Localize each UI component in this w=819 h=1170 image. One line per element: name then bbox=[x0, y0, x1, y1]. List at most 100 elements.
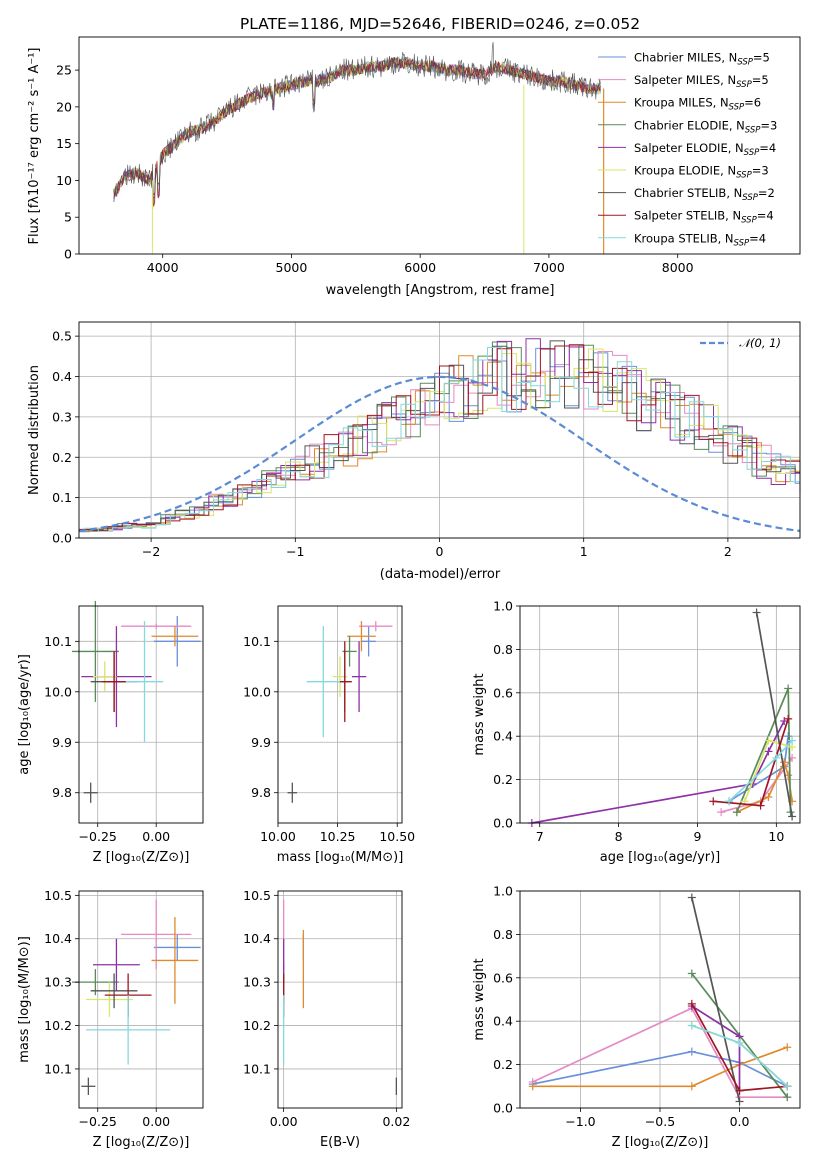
y-tick-label: 0.2 bbox=[493, 1057, 513, 1072]
normal-legend-label: 𝒩(0, 1) bbox=[739, 336, 781, 350]
panel-frame bbox=[78, 605, 204, 824]
panel-y-ticks: 0.0 0.2 0.4 0.6 0.8 1.0 bbox=[493, 599, 520, 831]
x-tick-label: 0 bbox=[436, 544, 444, 559]
y-tick-label: 15 bbox=[56, 136, 72, 151]
y-tick-label: 0.5 bbox=[52, 329, 72, 344]
x-tick-label: 5000 bbox=[276, 260, 308, 275]
spectrum-x-ticks: 4000 5000 6000 7000 8000 bbox=[147, 254, 694, 275]
x-tick-label: 0.00 bbox=[142, 1114, 170, 1129]
normal-distribution-curve bbox=[78, 375, 801, 532]
panel-x-label: Z [log₁₀(Z/Z⊙)] bbox=[93, 850, 190, 865]
panel-x-ticks: −0.25 0.00 bbox=[79, 823, 170, 844]
y-tick-label: 1.0 bbox=[493, 599, 513, 614]
weight-line-salpeter-elodie bbox=[531, 720, 785, 824]
y-tick-label: 20 bbox=[56, 99, 72, 114]
y-tick-label: 9.9 bbox=[251, 735, 271, 750]
legend-label-chabrier-miles: Chabrier MILES, NSSP=5 bbox=[634, 51, 770, 68]
y-tick-label: 10.1 bbox=[243, 634, 271, 649]
legend-label-salpeter-elodie: Salpeter ELODIE, NSSP=4 bbox=[634, 141, 776, 158]
panel-x-label: age [log₁₀(age/yr)] bbox=[600, 850, 721, 865]
mass-vs-ebv-panel: 0.00 0.02 10.1 10.2 10.3 10.4 10.5 E(B-V) bbox=[243, 888, 410, 1150]
y-tick-label: 10.1 bbox=[44, 634, 72, 649]
panel-y-label: mass weight bbox=[472, 673, 487, 755]
y-tick-label: 10.3 bbox=[243, 975, 271, 990]
weight-line-chabrier-stelib bbox=[755, 612, 793, 817]
panel-y-label: mass [log₁₀(M/M⊙)] bbox=[17, 936, 32, 1063]
x-tick-label: 9 bbox=[693, 829, 701, 844]
y-tick-label: 0.4 bbox=[493, 1014, 513, 1029]
panel-x-label: E(B-V) bbox=[320, 1135, 360, 1150]
x-tick-label: 1 bbox=[580, 544, 588, 559]
panel-x-ticks: 7 8 9 10 bbox=[536, 823, 784, 844]
x-tick-label: 2 bbox=[724, 544, 732, 559]
legend-label-salpeter-miles: Salpeter MILES, NSSP=5 bbox=[634, 73, 769, 90]
y-tick-label: 0.0 bbox=[52, 531, 72, 546]
y-tick-label: 25 bbox=[56, 63, 72, 78]
mass-vs-metallicity-panel: −0.25 0.00 10.1 10.2 10.3 10.4 10.5 Z [log₁₀(Z/… bbox=[17, 888, 204, 1150]
y-tick-label: 0.0 bbox=[493, 1101, 513, 1116]
spectrum-line-chabrier-stelib bbox=[113, 42, 601, 202]
y-tick-label: 10.4 bbox=[44, 931, 72, 946]
x-tick-label: −2 bbox=[142, 544, 160, 559]
panel-frame bbox=[277, 890, 403, 1109]
y-tick-label: 10.0 bbox=[243, 684, 271, 699]
x-tick-label: 8000 bbox=[662, 260, 694, 275]
x-tick-label: 0.0 bbox=[730, 1114, 750, 1129]
panel-plot-area bbox=[71, 600, 201, 803]
x-tick-label: 10.50 bbox=[379, 829, 415, 844]
y-tick-label: 10.3 bbox=[44, 975, 72, 990]
panel-frame bbox=[78, 890, 204, 1109]
weight-line-chabrier-stelib bbox=[690, 897, 741, 1102]
spectrum-y-label: Flux [fλ10⁻¹⁷ erg cm⁻² s⁻¹ A⁻¹] bbox=[27, 48, 42, 245]
panel-y-ticks: 9.8 9.9 10.0 10.1 bbox=[243, 634, 278, 800]
panel-y-ticks: 0.0 0.2 0.4 0.6 0.8 1.0 bbox=[493, 884, 520, 1116]
y-tick-label: 10.2 bbox=[243, 1018, 271, 1033]
x-tick-label: 7000 bbox=[533, 260, 565, 275]
y-tick-label: 0 bbox=[64, 247, 72, 262]
spectrum-frame bbox=[78, 36, 801, 255]
weight-line-salpeter-miles bbox=[532, 1007, 788, 1099]
panel-grid bbox=[79, 606, 203, 823]
y-tick-label: 0.6 bbox=[493, 970, 513, 985]
histogram-salpeter-stelib bbox=[79, 344, 801, 531]
panel-x-label: Z [log₁₀(Z/Z⊙)] bbox=[93, 1135, 190, 1150]
x-tick-label: 0.00 bbox=[142, 829, 170, 844]
x-tick-label: −0.25 bbox=[79, 829, 117, 844]
x-tick-label: 10.25 bbox=[320, 829, 356, 844]
histogram-chabrier-elodie bbox=[79, 341, 800, 532]
y-tick-label: 10.5 bbox=[44, 888, 72, 903]
weight-vs-age-panel: 7 8 9 10 0.0 0.2 0.4 0.6 0.8 1.0 age [log₁₀(age/yr… bbox=[472, 599, 801, 865]
x-tick-label: 6000 bbox=[404, 260, 436, 275]
y-tick-label: 10.1 bbox=[44, 1061, 72, 1076]
panel-plot-area bbox=[527, 608, 797, 827]
spectrum-legend: Chabrier MILES, NSSP=5 Salpeter MILES, NS… bbox=[598, 51, 777, 248]
legend-label-kroupa-elodie: Kroupa ELODIE, NSSP=3 bbox=[634, 164, 769, 181]
x-tick-label: 10 bbox=[768, 829, 784, 844]
x-tick-label: 4000 bbox=[147, 260, 179, 275]
spectrum-plot-area bbox=[113, 42, 605, 254]
x-tick-label: −0.5 bbox=[645, 1114, 675, 1129]
y-tick-label: 0.3 bbox=[52, 409, 72, 424]
x-tick-label: 10.00 bbox=[260, 829, 296, 844]
panel-x-ticks: 0.00 0.02 bbox=[270, 1108, 410, 1129]
legend-label-salpeter-stelib: Salpeter STELIB, NSSP=4 bbox=[634, 209, 774, 226]
residual-panel: −2 −1 0 1 2 0.0 0.1 0.2 0.3 0.4 0.5 (data-model)/… bbox=[27, 321, 801, 582]
y-tick-label: 0.2 bbox=[493, 772, 513, 787]
weight-line-chabrier-miles bbox=[532, 1050, 788, 1088]
y-tick-label: 0.8 bbox=[493, 927, 513, 942]
x-tick-label: −1 bbox=[286, 544, 304, 559]
panel-y-ticks: 10.1 10.2 10.3 10.4 10.5 bbox=[44, 888, 79, 1076]
x-tick-label: 0.00 bbox=[270, 1114, 298, 1129]
y-tick-label: 0.4 bbox=[52, 369, 72, 384]
panel-y-label: age [log₁₀(age/yr)] bbox=[17, 654, 32, 775]
spectrum-panel: PLATE=1186, MJD=52646, FIBERID=0246, z=0… bbox=[27, 15, 801, 298]
panel-y-label: mass weight bbox=[472, 958, 487, 1040]
x-tick-label: −1.0 bbox=[565, 1114, 595, 1129]
y-tick-label: 0.6 bbox=[493, 685, 513, 700]
y-tick-label: 10.0 bbox=[44, 684, 72, 699]
y-tick-label: 0.0 bbox=[493, 816, 513, 831]
y-tick-label: 9.8 bbox=[52, 785, 72, 800]
histogram-kroupa-stelib bbox=[83, 347, 800, 532]
spectrum-y-ticks: 0 5 10 15 20 25 bbox=[56, 63, 79, 262]
